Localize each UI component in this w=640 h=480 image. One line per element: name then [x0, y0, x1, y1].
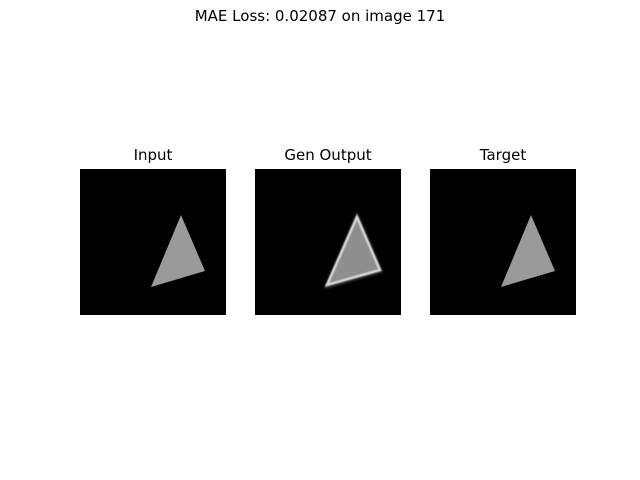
- gen-output-image: [255, 169, 401, 315]
- gen-output-panel-title: Gen Output: [284, 146, 372, 164]
- gen-triangle-edge: [324, 213, 382, 287]
- target-image: [430, 169, 576, 315]
- input-triangle-image: [80, 169, 226, 315]
- target-triangle-image: [430, 169, 576, 315]
- gen-output-triangle-image: [255, 169, 401, 315]
- target-triangle: [501, 215, 555, 287]
- figure-title: MAE Loss: 0.02087 on image 171: [194, 7, 446, 25]
- input-panel-title: Input: [133, 146, 173, 164]
- gen-triangle: [327, 217, 380, 285]
- input-image: [80, 169, 226, 315]
- target-panel-title: Target: [479, 146, 527, 164]
- input-triangle: [151, 215, 205, 287]
